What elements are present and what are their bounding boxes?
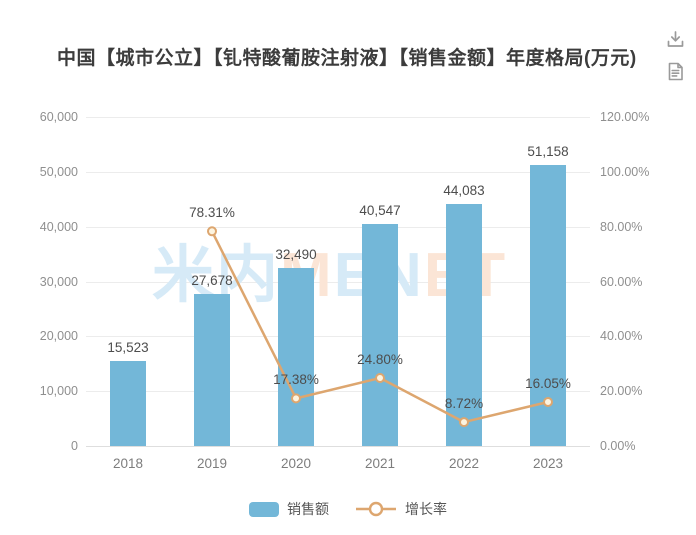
- right-axis-tick: 80.00%: [600, 219, 643, 234]
- gridline: [86, 171, 590, 173]
- growth-marker-2019[interactable]: [207, 226, 217, 237]
- left-axis-tick: 30,000: [39, 274, 78, 289]
- chart-title: 中国【城市公立】【钆特酸葡胺注射液】【销售金额】年度格局(万元): [57, 47, 637, 69]
- gridline: [86, 281, 590, 283]
- bar-value-label-2021: 40,547: [359, 202, 401, 218]
- bar-2021[interactable]: [362, 223, 398, 446]
- bar-value-label-2023: 51,158: [527, 144, 569, 160]
- legend-item-sales[interactable]: 销售额: [249, 499, 329, 519]
- report-document-icon[interactable]: [664, 60, 686, 82]
- legend-label-growth: 增长率: [405, 501, 447, 517]
- bar-value-label-2019: 27,678: [191, 273, 233, 289]
- x-axis-tick-2018: 2018: [112, 456, 144, 471]
- legend-label-sales: 销售额: [287, 501, 329, 517]
- growth-label-2019: 78.31%: [189, 205, 235, 221]
- x-axis-tick-2023: 2023: [532, 456, 564, 471]
- x-axis-tick-2021: 2021: [364, 456, 396, 471]
- left-axis-tick: 60,000: [39, 110, 78, 124]
- chart-toolbar: [664, 28, 686, 82]
- line-series-symbol: [355, 500, 397, 518]
- bar-2020[interactable]: [278, 267, 314, 446]
- right-axis-tick: 60.00%: [600, 274, 643, 289]
- gridline: [86, 226, 590, 228]
- left-axis-tick: 0: [71, 439, 78, 453]
- gridline: [86, 446, 590, 447]
- growth-marker-2020[interactable]: [291, 393, 301, 404]
- bar-2018[interactable]: [110, 360, 146, 446]
- bar-series-swatch: [249, 501, 279, 517]
- right-axis-tick: 0.00%: [600, 439, 636, 453]
- right-axis-tick: 120.00%: [600, 110, 650, 124]
- download-icon[interactable]: [664, 28, 686, 50]
- bar-2022[interactable]: [446, 204, 482, 446]
- growth-label-2020: 17.38%: [273, 372, 319, 388]
- left-axis-tick: 50,000: [39, 164, 78, 179]
- growth-label-2022: 8.72%: [444, 396, 484, 412]
- bar-value-label-2020: 32,490: [275, 246, 317, 262]
- left-axis-tick: 10,000: [39, 384, 78, 399]
- legend-item-growth[interactable]: 增长率: [355, 499, 447, 519]
- left-axis-tick: 20,000: [39, 329, 78, 344]
- growth-marker-2022[interactable]: [459, 417, 469, 428]
- growth-marker-2023[interactable]: [543, 396, 553, 407]
- chart-legend: 销售额 增长率: [0, 499, 696, 519]
- growth-label-2021: 24.80%: [357, 352, 403, 367]
- gridline: [86, 391, 590, 393]
- gridline: [86, 117, 590, 118]
- growth-label-2023: 16.05%: [525, 375, 571, 391]
- bar-2019[interactable]: [194, 294, 230, 446]
- x-axis-tick-2020: 2020: [280, 456, 312, 471]
- x-axis-tick-2022: 2022: [448, 456, 480, 471]
- left-axis-tick: 40,000: [39, 219, 78, 234]
- gridline: [86, 336, 590, 338]
- bar-value-label-2022: 44,083: [443, 183, 485, 199]
- right-axis-tick: 40.00%: [600, 329, 643, 344]
- growth-marker-2021[interactable]: [375, 373, 385, 384]
- right-axis-tick: 20.00%: [600, 384, 643, 399]
- x-axis-tick-2019: 2019: [196, 456, 228, 471]
- bar-value-label-2018: 15,523: [107, 339, 149, 355]
- right-axis-tick: 100.00%: [600, 164, 650, 179]
